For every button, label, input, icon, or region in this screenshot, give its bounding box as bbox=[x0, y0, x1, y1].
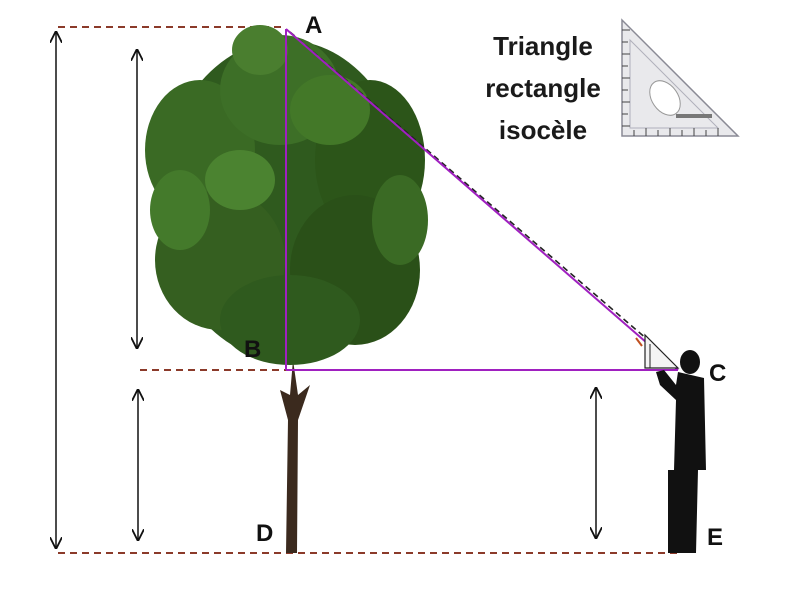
sight-line bbox=[289, 31, 649, 341]
point-label-b: B bbox=[244, 336, 262, 363]
point-label-c: C bbox=[709, 360, 727, 387]
tree-foliage bbox=[145, 25, 428, 365]
triangle-abc bbox=[285, 28, 679, 371]
dimension-arrows bbox=[56, 32, 596, 548]
set-square-ruler-icon bbox=[621, 18, 740, 137]
tree-trunk bbox=[280, 360, 310, 553]
title-line-2: rectangle bbox=[485, 73, 601, 103]
tree-illustration bbox=[145, 25, 428, 553]
point-label-e: E bbox=[707, 524, 724, 551]
point-label-d: D bbox=[256, 520, 274, 547]
side-ac bbox=[285, 28, 679, 371]
handheld-set-square bbox=[635, 333, 680, 369]
person-illustration bbox=[656, 350, 706, 553]
title-line-1: Triangle bbox=[493, 31, 593, 61]
title-line-3: isocèle bbox=[498, 115, 588, 145]
point-label-a: A bbox=[305, 12, 323, 39]
